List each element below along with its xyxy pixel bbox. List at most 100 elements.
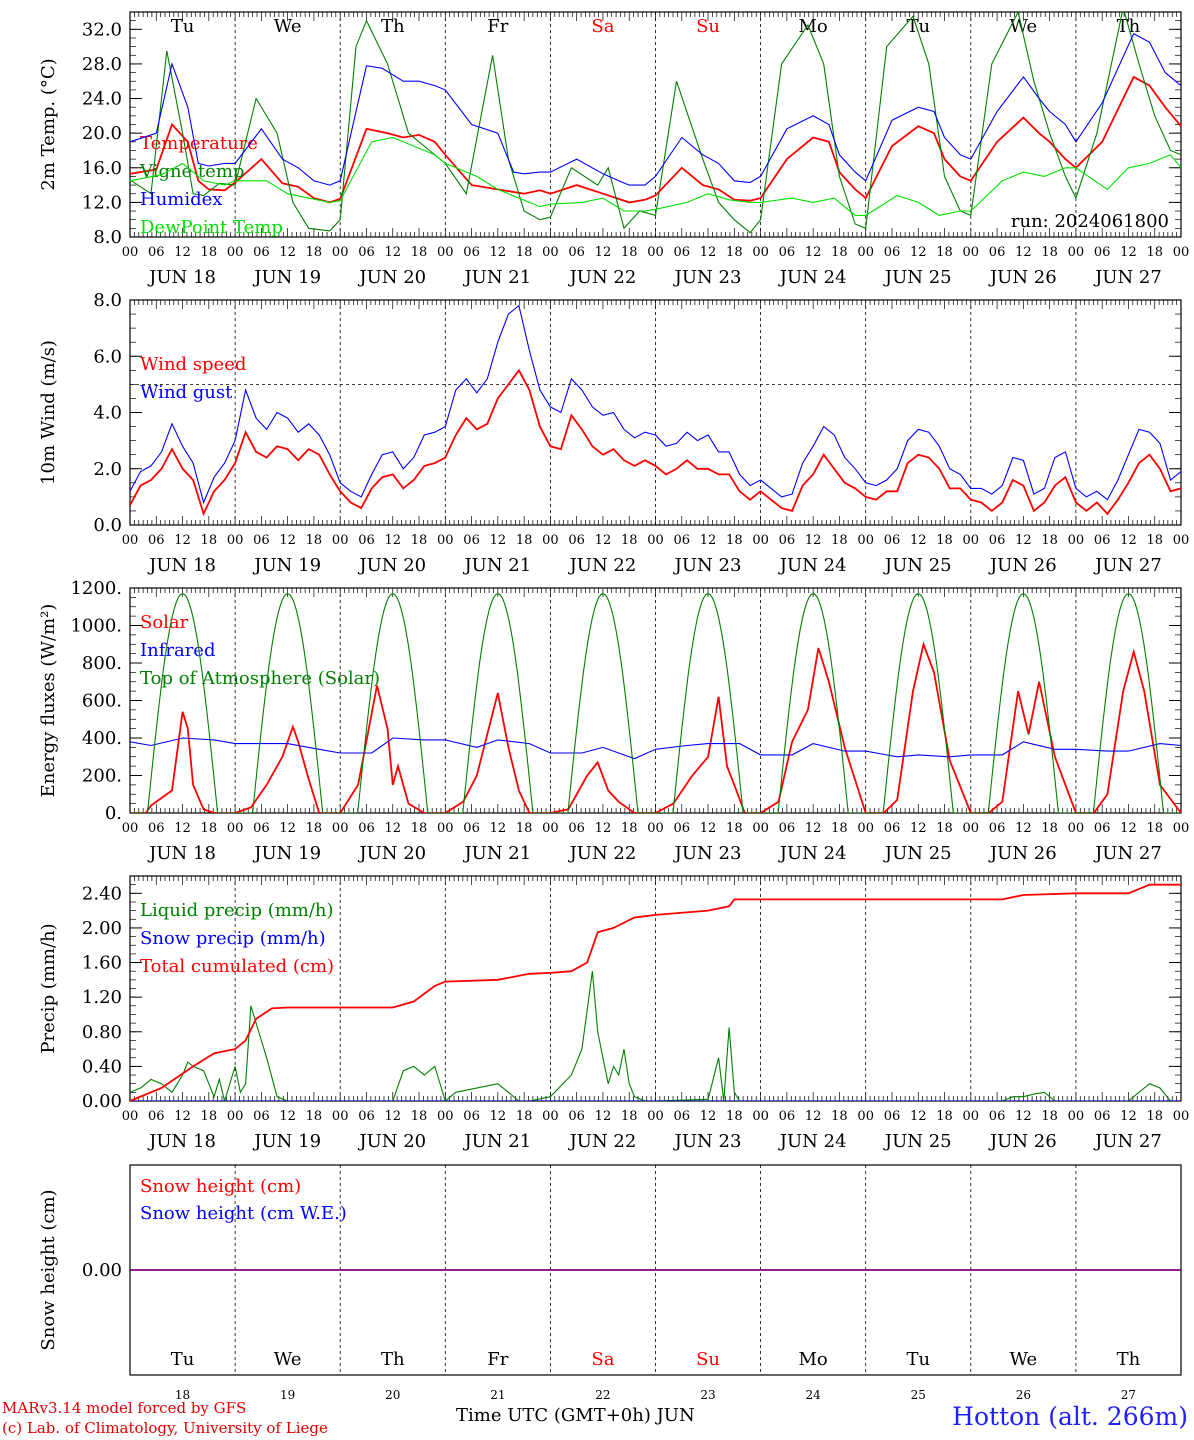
hour-tick-label: 06 <box>463 245 480 260</box>
hour-tick-label: 00 <box>857 1109 874 1124</box>
hour-tick-label: 00 <box>857 821 874 836</box>
hour-tick-label: 12 <box>700 821 717 836</box>
date-label: JUN 24 <box>778 1131 847 1152</box>
legend-entry: DewPoint Temp <box>140 217 283 238</box>
day-number-label: 18 <box>175 1388 190 1402</box>
hour-tick-label: 00 <box>122 1109 139 1124</box>
hour-tick-label: 06 <box>253 1109 270 1124</box>
panel-temperature: 8.0 12.0 16.0 20.0 24.0 28.0 32.0 2m Temp. (°C)… <box>38 11 1189 288</box>
date-label: JUN 27 <box>1093 555 1162 576</box>
hour-tick-label: 18 <box>621 245 638 260</box>
legend-entry: Wind gust <box>140 382 233 403</box>
hour-tick-label: 06 <box>989 1109 1006 1124</box>
hour-tick-label: 18 <box>201 821 218 836</box>
date-label: JUN 25 <box>883 843 952 864</box>
hour-tick-label: 12 <box>805 1109 822 1124</box>
y-tick-label: 24.0 <box>82 89 122 110</box>
hour-tick-label: 12 <box>279 1109 296 1124</box>
hour-tick-label: 18 <box>306 821 323 836</box>
legend-entry: Snow height (cm) <box>140 1176 301 1197</box>
hour-tick-label: 12 <box>174 245 191 260</box>
hour-tick-label: 06 <box>989 533 1006 548</box>
hour-tick-label: 12 <box>910 245 927 260</box>
series-line-dewpoint-temp <box>130 136 1181 216</box>
date-label: JUN 26 <box>988 267 1057 288</box>
legend-entry: Infrared <box>140 640 215 661</box>
hour-tick-label: 18 <box>726 245 743 260</box>
day-number-label: 19 <box>280 1388 295 1402</box>
series-line-wind-gust <box>130 304 1181 505</box>
hour-tick-label: 06 <box>148 821 165 836</box>
hour-tick-label: 06 <box>568 245 585 260</box>
day-of-week-label: Th <box>381 1349 405 1370</box>
hour-tick-label: 12 <box>805 533 822 548</box>
date-label: JUN 27 <box>1093 1131 1162 1152</box>
day-of-week-label: Su <box>696 16 720 37</box>
run-annotation: run: 2024061800 <box>1011 211 1169 232</box>
hour-tick-label: 06 <box>779 533 796 548</box>
panel-precip: 0.00 0.40 0.80 1.20 1.60 2.00 2.40 Precip (mm/h… <box>38 875 1189 1152</box>
hour-tick-label: 18 <box>936 533 953 548</box>
hour-tick-label: 06 <box>674 1109 691 1124</box>
hour-tick-label: 18 <box>831 821 848 836</box>
hour-tick-label: 06 <box>989 245 1006 260</box>
hour-tick-label: 18 <box>936 821 953 836</box>
hour-tick-label: 06 <box>253 533 270 548</box>
date-label: JUN 18 <box>147 843 216 864</box>
legend-entry: Humidex <box>140 189 222 210</box>
hour-tick-label: 12 <box>279 245 296 260</box>
y-tick-label: 0.80 <box>82 1022 122 1043</box>
day-of-week-label: Tu <box>906 1349 930 1370</box>
series-line-vigne-temp <box>130 12 1181 234</box>
legend-entry: Wind speed <box>140 354 246 375</box>
station-name: Hotton (alt. 266m) <box>952 1402 1188 1431</box>
hour-tick-label: 06 <box>358 533 375 548</box>
legend-entry: Temperature <box>140 133 258 154</box>
hour-tick-label: 18 <box>201 245 218 260</box>
day-number-label: 24 <box>806 1388 822 1402</box>
day-of-week-label: We <box>274 1349 302 1370</box>
hour-tick-label: 18 <box>726 1109 743 1124</box>
hour-tick-label: 06 <box>884 821 901 836</box>
hour-tick-label: 00 <box>1068 245 1085 260</box>
y-tick-label: 16.0 <box>82 158 122 179</box>
hour-tick-label: 18 <box>621 821 638 836</box>
hour-tick-label: 12 <box>279 821 296 836</box>
hour-tick-label: 12 <box>490 533 507 548</box>
hour-tick-label: 06 <box>253 821 270 836</box>
hour-tick-label: 12 <box>1015 533 1032 548</box>
hour-tick-label: 18 <box>1146 1109 1163 1124</box>
day-of-week-label: Tu <box>906 16 930 37</box>
hour-tick-label: 00 <box>647 245 664 260</box>
hour-tick-label: 12 <box>279 533 296 548</box>
hour-tick-label: 06 <box>779 1109 796 1124</box>
date-label: JUN 25 <box>883 267 952 288</box>
date-label: JUN 19 <box>252 1131 321 1152</box>
date-label: JUN 23 <box>673 843 742 864</box>
hour-tick-label: 12 <box>595 245 612 260</box>
hour-tick-label: 00 <box>122 245 139 260</box>
hour-tick-label: 06 <box>463 533 480 548</box>
y-tick-label: 4.0 <box>93 403 122 424</box>
hour-tick-label: 18 <box>306 245 323 260</box>
y-axis-label: 10m Wind (m/s) <box>38 340 59 485</box>
day-number-label: 23 <box>700 1388 715 1402</box>
hour-tick-label: 12 <box>490 245 507 260</box>
y-tick-label: 0.40 <box>82 1056 122 1077</box>
hour-tick-label: 06 <box>148 1109 165 1124</box>
hour-tick-label: 12 <box>595 821 612 836</box>
hour-tick-label: 18 <box>726 533 743 548</box>
hour-tick-label: 00 <box>437 1109 454 1124</box>
date-label: JUN 20 <box>357 267 426 288</box>
y-tick-label: 0. <box>105 803 122 824</box>
date-label: JUN 22 <box>568 267 637 288</box>
date-label: JUN 21 <box>462 1131 531 1152</box>
hour-tick-label: 00 <box>963 1109 980 1124</box>
day-of-week-label: We <box>274 16 302 37</box>
hour-tick-label: 00 <box>857 245 874 260</box>
hour-tick-label: 00 <box>437 821 454 836</box>
legend-entry: Top of Atmosphere (Solar) <box>140 668 380 689</box>
y-tick-label: 12.0 <box>82 192 122 213</box>
hour-tick-label: 12 <box>1120 245 1137 260</box>
date-label: JUN 19 <box>252 267 321 288</box>
